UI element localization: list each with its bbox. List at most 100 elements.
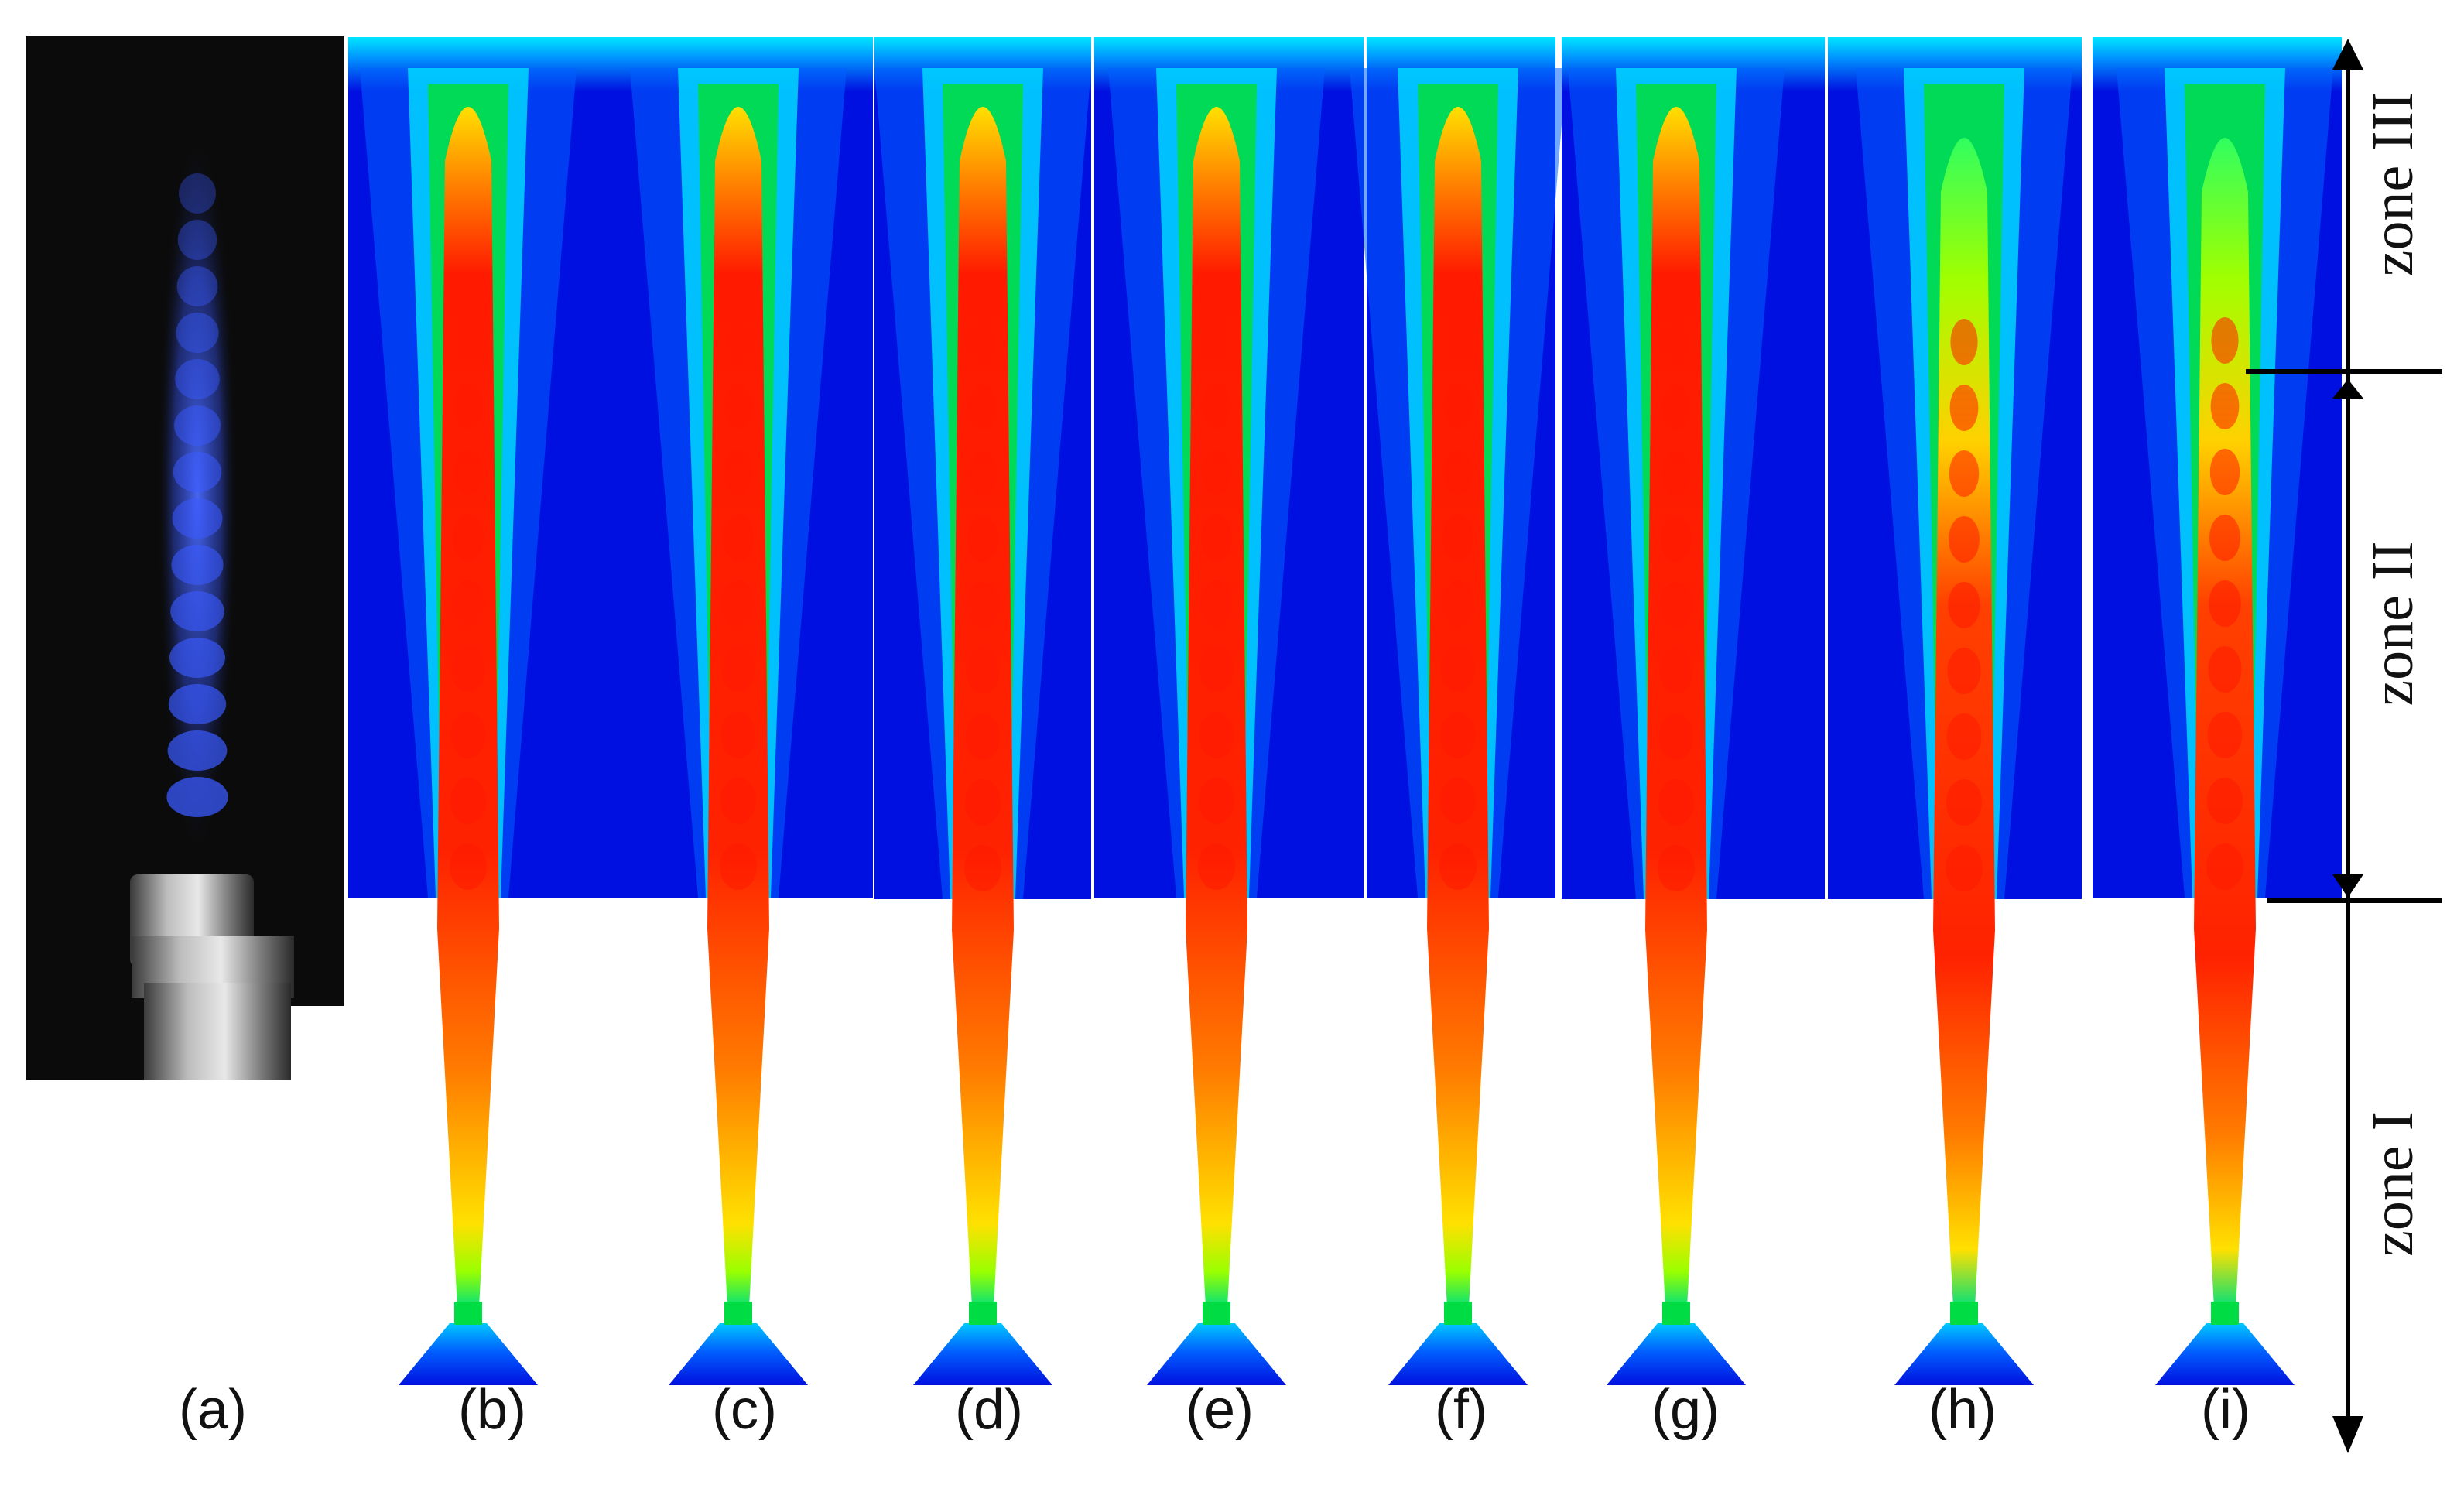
panel-label-d: (d) bbox=[955, 1379, 1023, 1441]
jet-pulse-blob bbox=[1947, 648, 1981, 694]
photo-flame-blob bbox=[166, 777, 228, 817]
jet-pulse-blob bbox=[1946, 779, 1983, 826]
jet-pulse-blob bbox=[966, 648, 1000, 694]
jet-pulse-blob bbox=[1199, 712, 1234, 758]
nozzle bbox=[1147, 1323, 1286, 1385]
zone-2-arrow-head-bottom bbox=[2332, 874, 2363, 898]
jet-pulse-blob bbox=[1948, 582, 1980, 628]
jet-pulse-blob bbox=[2206, 778, 2243, 824]
jet-pulse-blob bbox=[723, 515, 754, 561]
jet-pulse-blob bbox=[724, 317, 752, 364]
nozzle-exit bbox=[2211, 1302, 2239, 1325]
jet-pulse-blob bbox=[1661, 516, 1692, 563]
nozzle bbox=[913, 1323, 1052, 1385]
jet-pulse-blob bbox=[452, 580, 484, 627]
jet-pulse-blob bbox=[453, 449, 484, 495]
zone-2-label: zone II bbox=[2360, 541, 2425, 707]
jet-pulse-blob bbox=[1444, 317, 1472, 364]
jet-pulse-blob bbox=[1199, 646, 1234, 693]
zone-1-label: zone I bbox=[2360, 1111, 2425, 1257]
panel-label-f: (f) bbox=[1435, 1379, 1487, 1441]
jet-pulse-blob bbox=[968, 385, 998, 431]
simulation-panel bbox=[2093, 37, 2342, 1385]
jet-pulse-blob bbox=[2211, 317, 2239, 364]
jet-pulse-blob bbox=[450, 712, 486, 758]
panel-label-i: (i) bbox=[2201, 1379, 2250, 1441]
jet-pulse-blob bbox=[2208, 646, 2242, 693]
jet-pulse-blob bbox=[1658, 713, 1694, 760]
jet-pulse-blob bbox=[1440, 712, 1476, 758]
jet-pulse-blob bbox=[1441, 646, 1475, 693]
jet-core bbox=[707, 107, 769, 1308]
jet-pulse-blob bbox=[1949, 516, 1980, 563]
panel-label-g: (g) bbox=[1651, 1379, 1720, 1441]
jet-pulse-blob bbox=[1201, 515, 1232, 561]
nozzle bbox=[399, 1323, 538, 1385]
jet-pulse-blob bbox=[453, 515, 484, 561]
nozzle bbox=[1388, 1323, 1528, 1385]
jet-pulse-blob bbox=[965, 713, 1001, 760]
photo-flame-blob bbox=[168, 684, 227, 724]
jet-pulse-blob bbox=[1661, 450, 1692, 497]
jet-pulse-blob bbox=[1202, 383, 1231, 429]
photo-flame-glow bbox=[157, 132, 238, 859]
jet-pulse-blob bbox=[1443, 383, 1473, 429]
jet-pulse-blob bbox=[1946, 845, 1983, 891]
photo-flame-blob bbox=[169, 638, 225, 678]
jet-pulse-blob bbox=[1658, 845, 1695, 891]
jet-pulse-blob bbox=[1950, 319, 1978, 365]
nozzle bbox=[1894, 1323, 2034, 1385]
jet-pulse-blob bbox=[2210, 383, 2240, 429]
jet-pulse-blob bbox=[2207, 712, 2243, 758]
nozzle bbox=[1607, 1323, 1746, 1385]
jet-pulse-blob bbox=[1439, 843, 1477, 890]
simulation-panel bbox=[348, 37, 602, 1385]
zone-1-arrow-head-bottom bbox=[2332, 1416, 2363, 1453]
photo-flame-blob bbox=[176, 313, 219, 353]
jet-pulse-blob bbox=[967, 450, 998, 497]
nozzle bbox=[669, 1323, 808, 1385]
jet-pulse-blob bbox=[2209, 580, 2241, 627]
nozzle-exit bbox=[1950, 1302, 1978, 1325]
simulation-panel bbox=[874, 37, 1091, 1385]
jet-pulse-blob bbox=[1661, 385, 1691, 431]
jet-pulse-blob bbox=[454, 317, 482, 364]
zone-3-label: zone III bbox=[2360, 91, 2425, 277]
jet-pulse-blob bbox=[1949, 450, 1980, 497]
jet-core bbox=[1427, 107, 1489, 1308]
photo-flame-blob bbox=[174, 405, 221, 446]
photo-flame-blob bbox=[173, 452, 222, 492]
photo-corner-mask bbox=[291, 1006, 344, 1080]
jet-pulse-blob bbox=[1442, 449, 1473, 495]
nozzle-exit bbox=[454, 1302, 482, 1325]
panel-label-b: (b) bbox=[458, 1379, 526, 1441]
jet-pulse-blob bbox=[1439, 778, 1477, 824]
jet-core bbox=[1186, 107, 1247, 1308]
photo-flame-blob bbox=[175, 359, 220, 399]
nozzle bbox=[2155, 1323, 2295, 1385]
nozzle-exit bbox=[1203, 1302, 1230, 1325]
nozzle-exit bbox=[969, 1302, 997, 1325]
jet-pulse-blob bbox=[2209, 515, 2240, 561]
jet-pulse-blob bbox=[1198, 778, 1235, 824]
panel-label-c: (c) bbox=[712, 1379, 777, 1441]
jet-pulse-blob bbox=[1949, 385, 1979, 431]
panel-label-a: (a) bbox=[179, 1379, 247, 1441]
photo-flame-blob bbox=[167, 730, 228, 771]
photo-flame-blob bbox=[177, 220, 217, 260]
photo-flame-blob bbox=[170, 591, 224, 631]
simulation-panel bbox=[1828, 37, 2082, 1385]
jet-pulse-blob bbox=[969, 319, 997, 365]
flame-photograph bbox=[26, 36, 344, 1080]
jet-pulse-blob bbox=[1198, 843, 1235, 890]
simulation-panels bbox=[348, 37, 2342, 1385]
jet-pulse-blob bbox=[1442, 515, 1473, 561]
jet-pulse-blob bbox=[964, 845, 1001, 891]
jet-pulse-blob bbox=[1201, 449, 1232, 495]
jet-pulse-blob bbox=[1442, 580, 1474, 627]
jet-pulse-blob bbox=[967, 582, 999, 628]
jet-pulse-blob bbox=[720, 712, 756, 758]
jet-pulse-blob bbox=[450, 843, 487, 890]
jet-pulse-blob bbox=[722, 580, 755, 627]
